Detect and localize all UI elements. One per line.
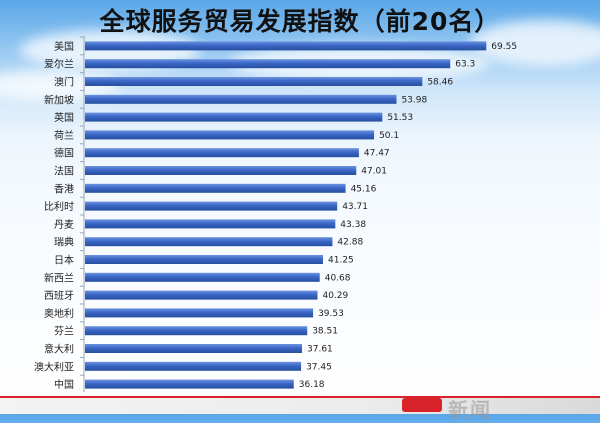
category-label: 美国: [54, 40, 74, 53]
category-label: 澳门: [54, 76, 74, 89]
value-label: 53.98: [401, 95, 427, 105]
bar: [85, 290, 318, 300]
category-label: 爱尔兰: [44, 58, 74, 71]
bar: [85, 94, 397, 104]
logo-mark: [402, 398, 442, 412]
watermark: 新闻: [448, 398, 492, 422]
bar: [85, 237, 333, 247]
category-label: 意大利: [44, 343, 74, 356]
value-label: 69.55: [491, 42, 517, 52]
value-label: 58.46: [427, 78, 453, 88]
bar: [85, 112, 383, 122]
value-label: 47.47: [364, 149, 390, 159]
bar: [85, 219, 336, 229]
value-label: 36.18: [299, 380, 325, 390]
category-label: 荷兰: [54, 129, 74, 142]
value-label: 41.25: [328, 256, 354, 266]
value-label: 42.88: [337, 238, 363, 248]
bar: [85, 148, 359, 158]
value-label: 37.45: [306, 362, 332, 372]
value-label: 40.29: [322, 291, 348, 301]
value-label: 47.01: [361, 167, 387, 177]
value-label: 40.68: [325, 273, 351, 283]
bar: [85, 201, 338, 211]
category-label: 丹麦: [54, 219, 74, 231]
category-label: 芬兰: [54, 325, 74, 338]
value-label: 43.38: [340, 220, 366, 230]
category-label: 英国: [54, 111, 74, 124]
chart-title: 全球服务贸易发展指数（前20名）: [99, 7, 501, 36]
bar: [85, 361, 302, 371]
category-label: 日本: [54, 254, 74, 267]
category-label: 比利时: [44, 201, 74, 213]
category-label: 香港: [54, 183, 74, 195]
value-label: 38.51: [312, 327, 338, 337]
value-label: 37.61: [307, 345, 333, 355]
bar: [85, 41, 487, 51]
category-label: 瑞典: [54, 236, 74, 249]
value-label: 45.16: [351, 184, 377, 194]
bar: [85, 308, 314, 318]
category-label: 西班牙: [44, 290, 74, 302]
value-label: 51.53: [387, 113, 413, 123]
value-label: 63.3: [455, 60, 475, 70]
category-label: 法国: [54, 165, 74, 178]
category-label: 德国: [54, 147, 74, 160]
category-label: 中国: [54, 378, 74, 391]
bar: [85, 326, 308, 336]
category-label: 新西兰: [44, 271, 74, 284]
bar: [85, 183, 346, 193]
bar: [85, 130, 375, 140]
category-label: 奥地利: [44, 307, 74, 320]
footer-divider: [0, 396, 600, 398]
footer-strip: [0, 396, 600, 414]
bar: [85, 77, 423, 86]
bar: [85, 272, 320, 282]
category-label: 澳大利亚: [34, 360, 74, 373]
bar: [85, 344, 303, 353]
bar: [85, 59, 451, 69]
value-label: 39.53: [318, 309, 344, 319]
bar: [85, 255, 324, 264]
bar: [85, 166, 357, 175]
value-label: 43.71: [342, 202, 368, 212]
category-label: 新加坡: [44, 93, 74, 106]
bar-chart: 美国爱尔兰澳门新加坡英国荷兰德国法国香港比利时丹麦瑞典日本新西兰西班牙奥地利芬兰…: [34, 36, 517, 392]
bar: [85, 379, 294, 389]
value-label: 50.1: [379, 131, 399, 141]
